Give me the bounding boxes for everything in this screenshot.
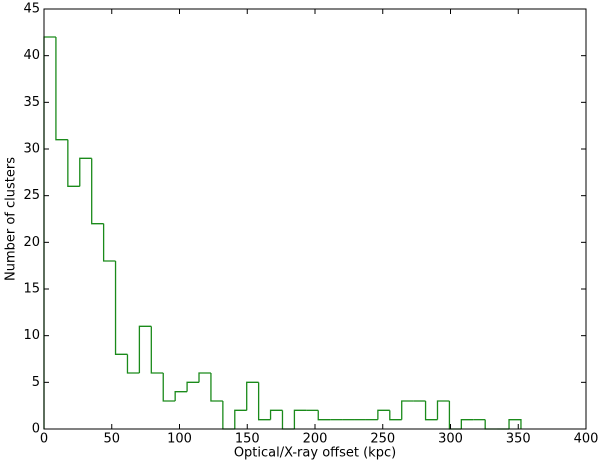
histogram-step (91, 158, 104, 225)
histogram-step (281, 410, 295, 430)
y-tick-label: 45 (23, 2, 40, 17)
y-tick-label: 5 (32, 375, 40, 390)
histogram-step (257, 382, 271, 421)
histogram-step (293, 409, 307, 429)
histogram-step (162, 373, 176, 402)
histogram-step (114, 261, 128, 355)
histogram-step (43, 36, 56, 429)
histogram-step (389, 410, 402, 421)
y-tick-label: 25 (23, 188, 40, 203)
y-tick-label: 35 (23, 95, 40, 110)
histogram-step (79, 157, 92, 187)
plot-frame (43, 8, 587, 430)
x-axis-label: Optical/X-ray offset (kpc) (234, 446, 396, 461)
x-tick-label: 250 (370, 432, 395, 447)
histogram-step (484, 419, 498, 430)
x-tick-label: 400 (574, 432, 599, 447)
x-tick-label: 100 (167, 432, 192, 447)
histogram-step (126, 354, 140, 374)
histogram-step (269, 409, 283, 420)
x-tick-label: 50 (103, 432, 120, 447)
histogram-step (210, 373, 223, 402)
histogram-step (174, 391, 188, 401)
histogram-step (150, 326, 164, 374)
histogram-step (102, 223, 116, 262)
histogram-step (401, 400, 414, 420)
y-tick-label: 40 (23, 48, 40, 63)
histogram-step (186, 381, 200, 392)
histogram-step (448, 401, 462, 430)
y-tick-label: 0 (32, 422, 40, 437)
histogram-step (138, 325, 152, 373)
x-tick-label: 150 (235, 432, 260, 447)
histogram-step (234, 409, 247, 429)
y-tick-label: 15 (23, 282, 40, 297)
histogram-step (222, 401, 235, 430)
histogram-step (377, 409, 390, 420)
histogram-step (436, 400, 450, 420)
histogram-step (424, 401, 438, 421)
histogram-step (55, 37, 68, 141)
x-tick-label: 200 (303, 432, 328, 447)
y-tick-label: 20 (23, 235, 40, 250)
histogram-step (317, 410, 331, 421)
histogram-step (508, 419, 522, 429)
y-tick-label: 30 (23, 142, 40, 157)
histogram-step (246, 381, 259, 411)
histogram-step (198, 372, 211, 383)
histogram-step (460, 419, 474, 429)
x-tick-label: 350 (506, 432, 531, 447)
x-tick-label: 0 (40, 432, 48, 447)
y-axis-label: Number of clusters (4, 157, 19, 281)
y-tick-label: 10 (23, 328, 40, 343)
x-tick-label: 300 (438, 432, 463, 447)
histogram-step (67, 139, 80, 187)
